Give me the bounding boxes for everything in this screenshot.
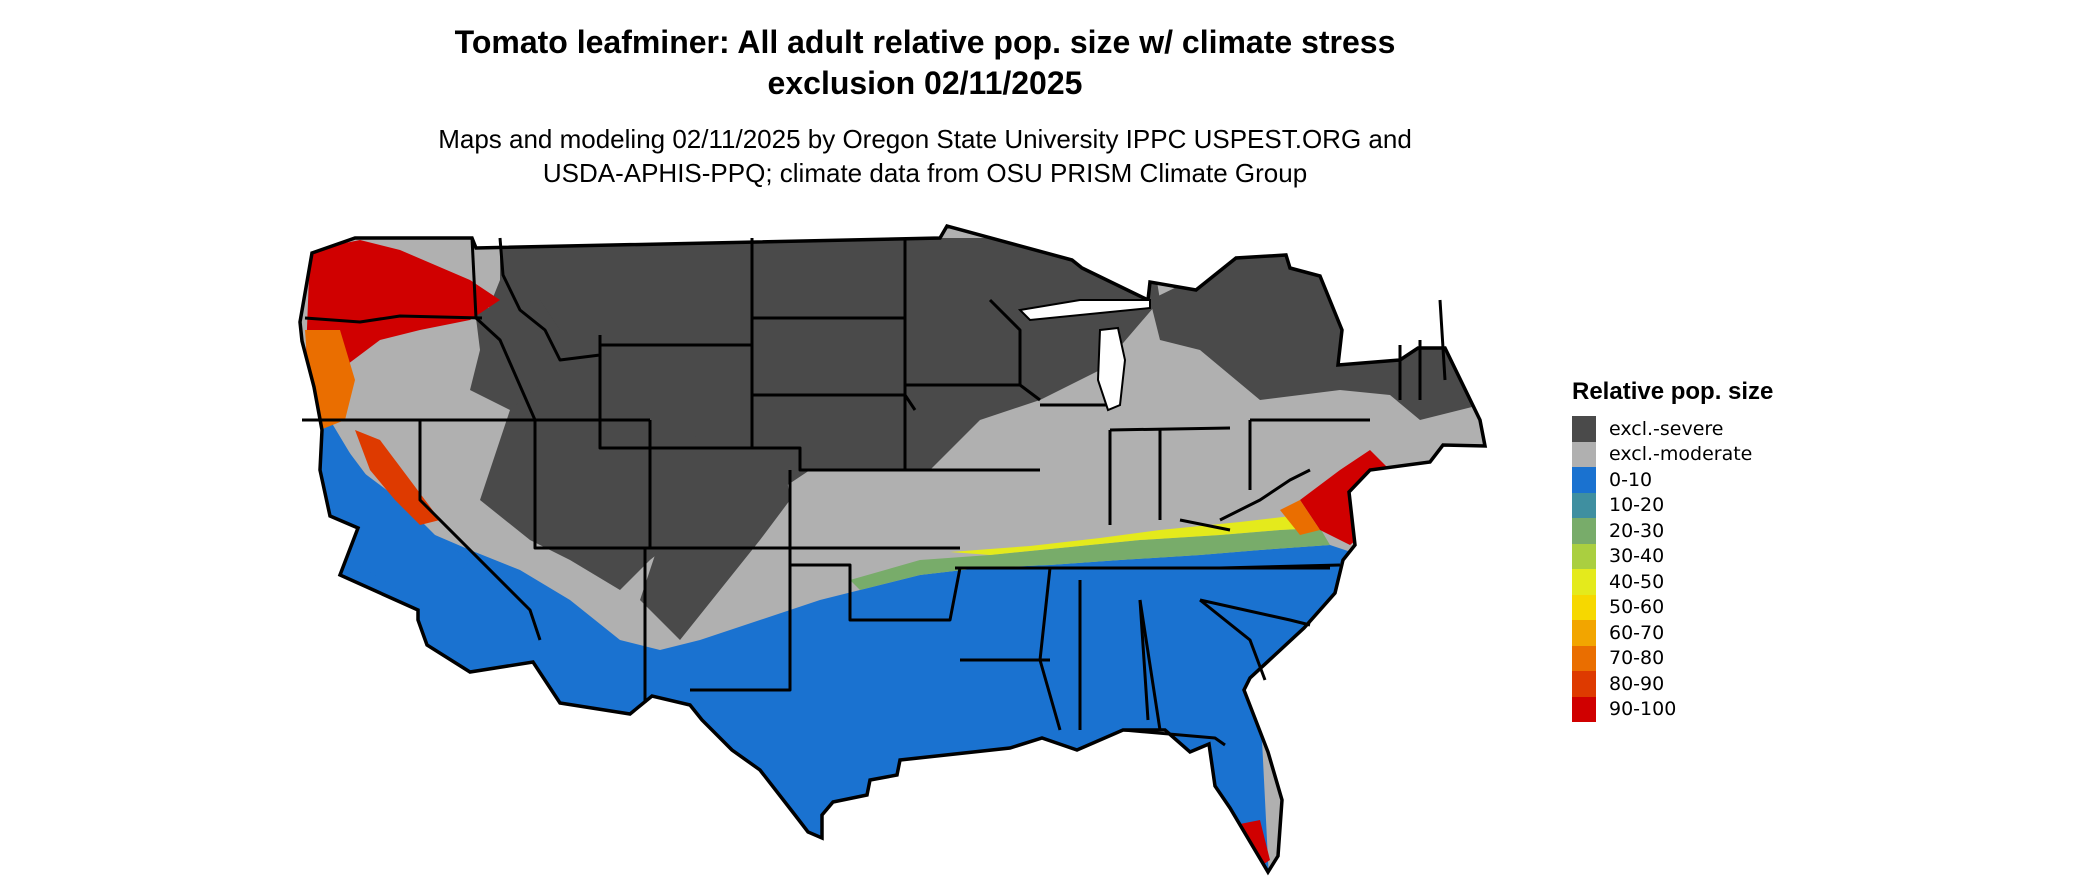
legend-label: 10-20 bbox=[1609, 494, 1665, 517]
map-subtitle: Maps and modeling 02/11/2025 by Oregon S… bbox=[0, 122, 1850, 190]
legend-item: 80-90 bbox=[1572, 671, 1773, 697]
legend-label: 50-60 bbox=[1609, 596, 1665, 619]
boundary-id-nv-ut bbox=[474, 316, 650, 422]
legend-item: 60-70 bbox=[1572, 620, 1773, 646]
legend-item: 30-40 bbox=[1572, 543, 1773, 569]
legend-swatch bbox=[1572, 645, 1596, 671]
legend-label: 70-80 bbox=[1609, 647, 1665, 670]
map-title-line2: exclusion 02/11/2025 bbox=[767, 65, 1083, 101]
map-subtitle-line1: Maps and modeling 02/11/2025 by Oregon S… bbox=[438, 124, 1412, 154]
boundary-me-nh bbox=[1438, 299, 1447, 381]
legend-title: Relative pop. size bbox=[1572, 378, 1774, 405]
zone-excl-severe-colorado bbox=[640, 430, 790, 640]
legend-swatch bbox=[1572, 416, 1596, 442]
legend-item: 10-20 bbox=[1572, 492, 1773, 518]
legend-label: 80-90 bbox=[1609, 672, 1665, 695]
legend-item: 0-10 bbox=[1572, 467, 1773, 493]
legend-label: excl.-moderate bbox=[1609, 443, 1753, 466]
legend: Relative pop. size excl.-severe excl.-mod… bbox=[1572, 378, 1773, 722]
boundary-ok-tx bbox=[790, 563, 962, 622]
legend-label: excl.-severe bbox=[1609, 417, 1724, 440]
boundary-ga-fl bbox=[1122, 728, 1226, 747]
legend-item: excl.-severe bbox=[1572, 416, 1773, 442]
legend-swatch bbox=[1572, 467, 1596, 493]
zone-excl-severe-northeast bbox=[1150, 255, 1485, 420]
legend-swatch bbox=[1572, 620, 1596, 646]
legend-items: excl.-severe excl.-moderate 0-10 10-20 20-30… bbox=[1572, 416, 1773, 722]
legend-item: 70-80 bbox=[1572, 645, 1773, 671]
zone-excl-severe-rockies bbox=[470, 300, 560, 410]
boundary-ne-ks bbox=[752, 446, 940, 472]
zone-40-60-band bbox=[950, 515, 1320, 555]
zone-70-80-mid-atlantic bbox=[1280, 500, 1320, 535]
boundary-la-ms bbox=[1038, 567, 1062, 731]
boundary-ga-sc bbox=[1199, 598, 1267, 681]
legend-item: 40-50 bbox=[1572, 569, 1773, 595]
legend-item: 20-30 bbox=[1572, 518, 1773, 544]
great-lakes bbox=[1017, 299, 1151, 412]
zone-10-30-band bbox=[850, 528, 1330, 590]
legend-swatch bbox=[1572, 569, 1596, 595]
legend-swatch bbox=[1572, 441, 1596, 467]
legend-swatch bbox=[1572, 518, 1596, 544]
boundary-nm-tx bbox=[690, 548, 792, 692]
boundary-mi-oh bbox=[1109, 426, 1231, 432]
boundary-ny-vt-nh bbox=[1398, 340, 1422, 400]
legend-label: 60-70 bbox=[1609, 621, 1665, 644]
legend-swatch bbox=[1572, 594, 1596, 620]
boundary-wa-or bbox=[304, 314, 483, 324]
legend-item: 50-60 bbox=[1572, 594, 1773, 620]
map-title: Tomato leafminer: All adult relative pop… bbox=[0, 22, 1850, 104]
legend-label: 90-100 bbox=[1609, 698, 1677, 721]
legend-item: 90-100 bbox=[1572, 696, 1773, 722]
legend-label: 40-50 bbox=[1609, 570, 1665, 593]
zone-90-100-pacific-nw bbox=[305, 240, 500, 420]
state-boundaries bbox=[302, 237, 1447, 747]
legend-label: 20-30 bbox=[1609, 519, 1665, 542]
boundary-va-nc bbox=[1219, 563, 1341, 570]
boundary-ky-wv bbox=[1179, 518, 1231, 532]
zone-0-10-west-coast bbox=[300, 420, 470, 600]
legend-swatch bbox=[1572, 696, 1596, 722]
legend-label: 0-10 bbox=[1609, 468, 1653, 491]
lake-superior bbox=[1017, 299, 1151, 322]
legend-label: 30-40 bbox=[1609, 545, 1665, 568]
boundary-ut-co bbox=[648, 448, 790, 550]
boundary-nc-sc bbox=[1199, 598, 1311, 627]
legend-swatch bbox=[1572, 671, 1596, 697]
boundary-wa-id bbox=[470, 237, 478, 319]
zone-80-90-california bbox=[355, 430, 440, 525]
legend-swatch bbox=[1572, 543, 1596, 569]
boundary-al-ga bbox=[1138, 599, 1162, 731]
boundary-ca-nv bbox=[418, 420, 542, 641]
boundary-mn-wi bbox=[988, 298, 1041, 402]
legend-swatch bbox=[1572, 492, 1596, 518]
lake-michigan bbox=[1096, 326, 1127, 412]
boundary-tn-ms-al bbox=[1078, 580, 1150, 730]
legend-item: excl.-moderate bbox=[1572, 441, 1773, 467]
map-title-line1: Tomato leafminer: All adult relative pop… bbox=[454, 24, 1396, 60]
boundary-va-wv bbox=[1219, 468, 1311, 522]
map-subtitle-line2: USDA-APHIS-PPQ; climate data from OSU PR… bbox=[542, 158, 1308, 188]
